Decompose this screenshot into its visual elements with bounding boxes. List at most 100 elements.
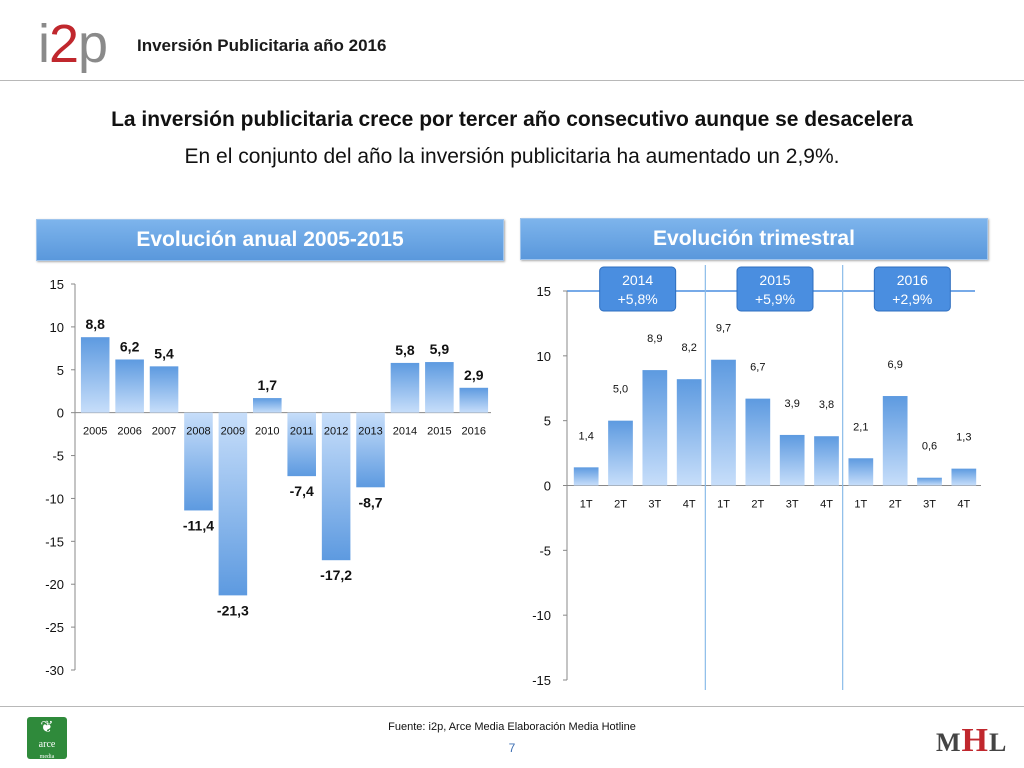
annual-category-label: 2016 [462, 426, 486, 438]
quarterly-value-label: 6,9 [888, 359, 903, 371]
quarterly-value-label: 5,0 [613, 384, 628, 396]
quarterly-y-tick-label: 0 [544, 479, 551, 494]
quarterly-category-label: 4T [683, 499, 696, 511]
quarterly-bar-5 [745, 398, 771, 486]
quarterly-bar-0 [573, 467, 599, 486]
quarterly-value-label: 1,3 [956, 432, 971, 444]
annual-bar-2012 [321, 412, 351, 561]
quarterly-category-label: 1T [717, 499, 730, 511]
year-badge-box [736, 266, 814, 312]
quarterly-y-tick-label: 5 [544, 414, 551, 429]
year-badge-year: 2014 [622, 272, 653, 288]
annual-value-label: -11,4 [183, 517, 214, 533]
quarterly-category-label: 4T [957, 499, 970, 511]
quarterly-category-label: 3T [648, 499, 661, 511]
quarterly-category-label: 1T [580, 499, 593, 511]
annual-category-label: 2010 [255, 426, 279, 438]
annual-category-label: 2007 [152, 426, 176, 438]
header-divider [0, 80, 1024, 81]
quarterly-value-label: 0,6 [922, 441, 937, 453]
mhl-logo: MHL [936, 722, 1008, 759]
annual-category-label: 2008 [186, 426, 210, 438]
annual-value-label: 5,9 [430, 341, 450, 357]
annual-value-label: 8,8 [85, 316, 105, 332]
quarterly-y-tick-label: -15 [532, 673, 551, 688]
quarterly-category-label: 2T [751, 499, 764, 511]
page-number: 7 [508, 741, 516, 755]
year-badge-2016: 2016 +2,9% [873, 266, 951, 312]
annual-bar-2011 [287, 412, 316, 477]
annual-bar-2010 [253, 398, 282, 413]
arce-media-logo: ❦ arce media [27, 717, 67, 760]
year-badge-2015: 2015 +5,9% [736, 266, 814, 312]
annual-value-label: -8,7 [358, 494, 382, 510]
quarterly-bar-3 [676, 379, 702, 486]
quarterly-value-label: 3,8 [819, 399, 834, 411]
source-note: Fuente: i2p, Arce Media Elaboración Medi… [388, 721, 636, 733]
quarterly-y-tick-label: -10 [532, 608, 551, 623]
annual-y-tick-label: 5 [57, 363, 64, 378]
annual-bar-2007 [149, 366, 179, 413]
quarterly-value-label: 8,9 [647, 333, 662, 345]
annual-value-label: 6,2 [120, 338, 140, 354]
annual-category-label: 2005 [83, 426, 107, 438]
annual-bar-2014 [390, 362, 420, 413]
quarterly-category-label: 4T [820, 499, 833, 511]
quarterly-y-tick-label: 10 [537, 349, 551, 364]
year-badge-change: +5,8% [618, 291, 658, 307]
quarterly-category-label: 2T [614, 499, 627, 511]
annual-category-label: 2012 [324, 426, 348, 438]
year-badge-change: +2,9% [892, 291, 932, 307]
annual-value-label: -7,4 [290, 483, 314, 499]
quarterly-category-label: 1T [854, 499, 867, 511]
quarterly-bar-4 [711, 359, 736, 486]
annual-y-tick-label: -20 [45, 577, 64, 592]
annual-bar-2006 [115, 359, 144, 413]
year-badge-change: +5,9% [755, 291, 795, 307]
quarterly-value-label: 1,4 [579, 430, 594, 442]
quarterly-category-label: 3T [786, 499, 799, 511]
annual-y-tick-label: -30 [45, 663, 64, 678]
annual-category-label: 2013 [358, 426, 382, 438]
subheadline: En el conjunto del año la inversión publ… [184, 145, 840, 168]
annual-category-label: 2014 [393, 426, 417, 438]
quarterly-bar-1 [608, 420, 633, 486]
annual-category-label: 2009 [221, 426, 245, 438]
year-badge-year: 2016 [897, 272, 928, 288]
i2p-logo: i2p [38, 14, 108, 74]
year-badge-box [873, 266, 951, 312]
quarterly-bar-10 [917, 477, 942, 486]
quarterly-category-label: 2T [889, 499, 902, 511]
annual-value-label: -21,3 [217, 602, 249, 618]
quarterly-value-label: 8,2 [682, 342, 697, 354]
quarterly-bar-6 [779, 434, 805, 486]
annual-category-label: 2006 [117, 426, 141, 438]
annual-y-tick-label: -10 [45, 491, 64, 506]
leaf-icon: ❦ [40, 719, 54, 736]
annual-value-label: 5,4 [154, 345, 174, 361]
year-badge-year: 2015 [759, 272, 790, 288]
quarterly-value-label: 6,7 [750, 362, 765, 374]
annual-bar-2016 [459, 387, 489, 413]
quarterly-y-tick-label: 15 [537, 284, 551, 299]
annual-y-tick-label: 15 [50, 277, 64, 292]
annual-chart: 15 10 5 0 -5 -10 -15 -20 -25 -30 2005 8,8 2006 6,2 200… [45, 277, 491, 678]
year-badge-box [599, 266, 677, 312]
quarterly-category-label: 3T [923, 499, 936, 511]
annual-bar-2008 [184, 412, 213, 511]
quarterly-y-tick-label: -5 [539, 543, 551, 558]
annual-category-label: 2015 [427, 426, 451, 438]
annual-category-label: 2011 [290, 426, 314, 438]
quarterly-value-label: 9,7 [716, 323, 731, 335]
quarterly-chart: 15 10 5 0 -5 -10 -15 1T 1,4 2T 5,0 3T 8,9 4T 8,2 1T 9,7 2… [532, 265, 981, 690]
page-title: Inversión Publicitaria año 2016 [137, 36, 387, 55]
footer-divider [0, 706, 1024, 707]
annual-y-tick-label: -15 [45, 534, 64, 549]
annual-bar-2013 [356, 412, 385, 488]
annual-y-tick-label: -5 [52, 449, 64, 464]
annual-bar-2005 [80, 337, 110, 413]
annual-y-tick-label: 0 [57, 406, 64, 421]
annual-bar-2009 [218, 412, 248, 596]
quarterly-value-label: 3,9 [785, 398, 800, 410]
